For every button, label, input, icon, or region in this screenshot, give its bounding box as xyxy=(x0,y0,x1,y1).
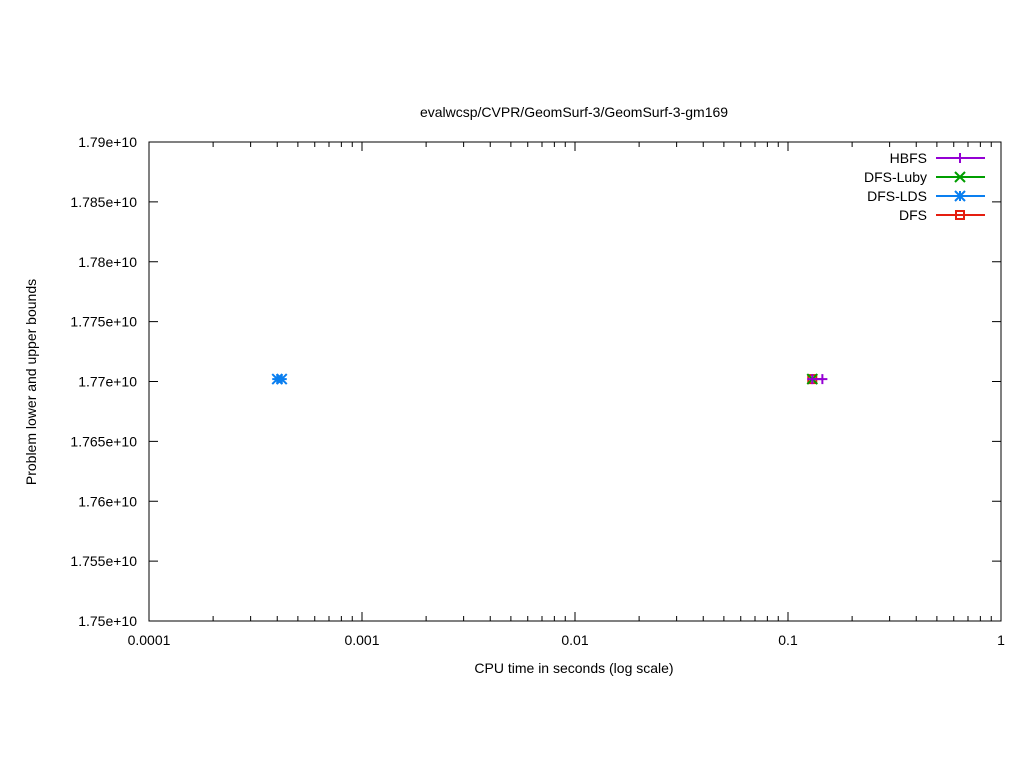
y-tick-label: 1.755e+10 xyxy=(70,553,137,569)
x-axis-label: CPU time in seconds (log scale) xyxy=(474,660,673,676)
x-tick-label: 0.01 xyxy=(561,632,588,648)
y-tick-label: 1.775e+10 xyxy=(70,314,137,330)
y-tick-label: 1.77e+10 xyxy=(78,374,137,390)
legend-item: DFS xyxy=(899,207,985,223)
legend: HBFS DFS-Luby DFS-LDS DFS xyxy=(864,150,985,223)
x-tick-label: 0.1 xyxy=(778,632,798,648)
legend-item: HBFS xyxy=(890,150,985,166)
legend-marker xyxy=(954,171,966,183)
chart-title: evalwcsp/CVPR/GeomSurf-3/GeomSurf-3-gm16… xyxy=(420,104,728,120)
data-point xyxy=(817,374,828,385)
x-tick-label: 0.001 xyxy=(344,632,379,648)
x-axis: 0.0001 0.001 0.01 0.1 1 xyxy=(128,142,1005,648)
y-tick-label: 1.785e+10 xyxy=(70,194,137,210)
y-tick-label: 1.75e+10 xyxy=(78,613,137,629)
legend-marker xyxy=(954,190,966,202)
legend-label: HBFS xyxy=(890,150,927,166)
legend-label: DFS-Luby xyxy=(864,169,927,185)
series-hbfs xyxy=(807,374,828,385)
y-axis-label: Problem lower and upper bounds xyxy=(23,279,39,485)
legend-label: DFS-LDS xyxy=(867,188,927,204)
y-tick-label: 1.78e+10 xyxy=(78,254,137,270)
x-tick-label: 1 xyxy=(997,632,1005,648)
legend-marker xyxy=(955,153,965,163)
x-tick-label: 0.0001 xyxy=(128,632,171,648)
legend-label: DFS xyxy=(899,207,927,223)
y-tick-label: 1.76e+10 xyxy=(78,493,137,509)
data-series xyxy=(271,373,828,385)
data-point xyxy=(807,374,818,385)
y-tick-label: 1.79e+10 xyxy=(78,134,137,150)
legend-marker xyxy=(955,210,965,220)
legend-item: DFS-LDS xyxy=(867,188,985,204)
y-axis: 1.75e+10 1.755e+10 1.76e+10 1.765e+10 1.77e+… xyxy=(70,134,1001,629)
legend-item: DFS-Luby xyxy=(864,169,985,185)
y-tick-label: 1.765e+10 xyxy=(70,433,137,449)
data-point xyxy=(276,373,288,385)
series-dfs-lds xyxy=(271,373,288,385)
